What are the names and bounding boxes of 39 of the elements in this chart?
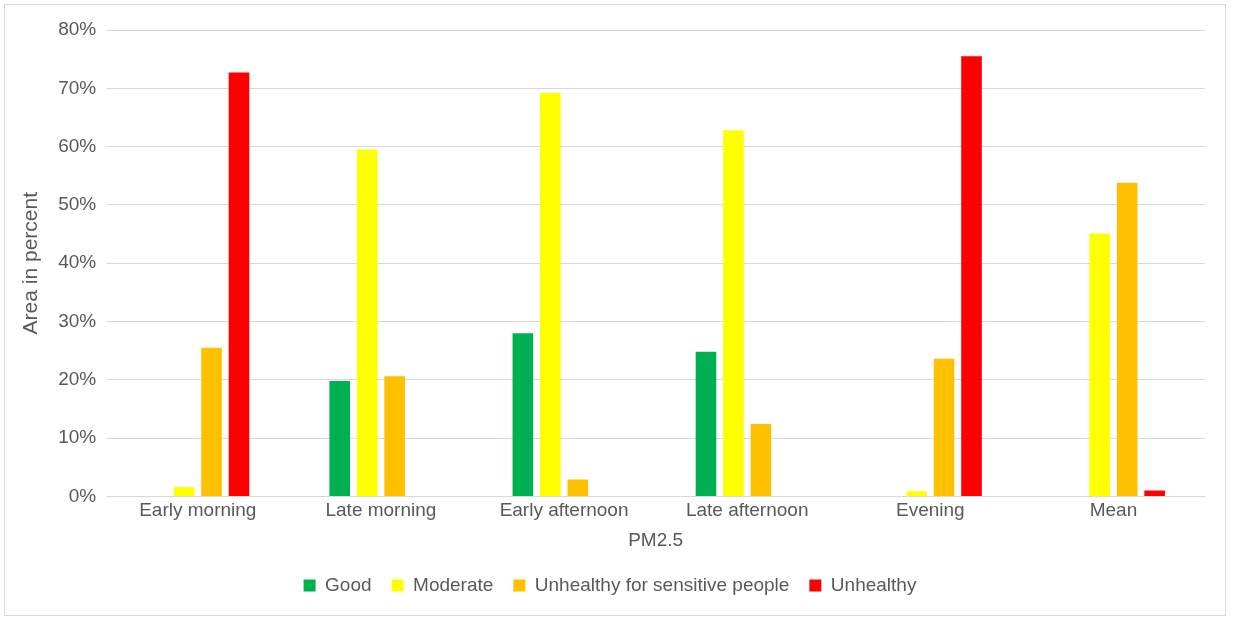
bar bbox=[329, 380, 351, 496]
bar bbox=[356, 149, 378, 496]
legend-label: Moderate bbox=[413, 573, 494, 595]
bar bbox=[1089, 233, 1110, 496]
x-tick-label: Early afternoon bbox=[499, 499, 629, 521]
bar bbox=[906, 491, 927, 496]
x-tick-label: Late afternoon bbox=[685, 499, 809, 521]
x-tick-label: Evening bbox=[895, 499, 965, 521]
y-tick-label: 50% bbox=[58, 193, 97, 215]
y-tick-label: 30% bbox=[58, 309, 97, 331]
y-tick-label: 0% bbox=[68, 484, 97, 506]
bar bbox=[750, 424, 772, 496]
y-tick-label: 40% bbox=[58, 251, 97, 273]
y-tick-label: 10% bbox=[58, 426, 97, 448]
bar bbox=[1116, 182, 1138, 496]
bar bbox=[512, 333, 534, 496]
bar bbox=[540, 92, 561, 496]
y-tick-label: 20% bbox=[58, 368, 97, 390]
bar bbox=[201, 347, 222, 496]
bar bbox=[384, 376, 405, 496]
bar bbox=[723, 130, 744, 496]
y-tick-label: 80% bbox=[58, 18, 97, 40]
y-tick-label: 70% bbox=[58, 76, 97, 98]
bar bbox=[567, 479, 589, 496]
bar bbox=[933, 358, 955, 496]
bar bbox=[228, 72, 250, 496]
bar bbox=[695, 351, 717, 496]
y-axis-title: Area in percent bbox=[18, 191, 42, 335]
legend-label: Unhealthy for sensitive people bbox=[534, 573, 790, 595]
bar bbox=[961, 56, 982, 496]
y-tick-label: 60% bbox=[58, 134, 97, 156]
x-tick-label: Early morning bbox=[139, 499, 257, 521]
legend-label: Good bbox=[325, 573, 372, 595]
x-axis-title: PM2.5 bbox=[628, 528, 684, 550]
bar bbox=[1144, 490, 1165, 496]
x-tick-label: Late morning bbox=[325, 499, 437, 521]
legend-label: Unhealthy bbox=[830, 573, 917, 595]
x-tick-label: Mean bbox=[1089, 499, 1138, 521]
bar bbox=[173, 487, 195, 496]
